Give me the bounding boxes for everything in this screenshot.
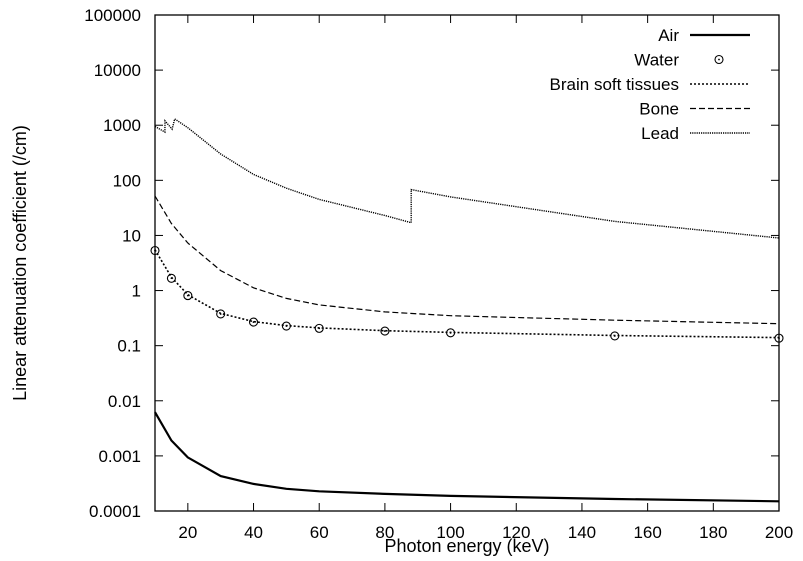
y-tick-label: 100000	[84, 6, 141, 25]
legend-label-water: Water	[634, 51, 679, 70]
x-tick-label: 100	[436, 523, 464, 542]
y-tick-label: 10000	[94, 61, 141, 80]
y-tick-label: 1000	[103, 116, 141, 135]
legend-label-air: Air	[658, 26, 679, 45]
y-tick-label: 1	[132, 282, 141, 301]
water-point-dot	[383, 330, 386, 332]
brain-soft-tissues-line	[154, 249, 780, 339]
x-tick-label: 160	[633, 523, 661, 542]
y-tick-label: 0.0001	[89, 502, 141, 521]
bone-line	[154, 195, 780, 325]
y-tick-label: 0.01	[108, 392, 141, 411]
plot-frame	[154, 14, 780, 512]
y-tick-label: 0.001	[98, 447, 141, 466]
legend: Air Water Brain soft tissues Bone Lead	[550, 26, 750, 143]
x-tick-label: 120	[502, 523, 530, 542]
y-tick-label: 0.1	[117, 337, 141, 356]
axis-ticks: 20 40 60 80 100 120 140 160 180 200 0.0001 0.001 0.0…	[84, 6, 793, 542]
legend-label-bone: Bone	[639, 100, 679, 119]
x-tick-label: 200	[765, 523, 793, 542]
x-tick-label: 20	[178, 523, 197, 542]
legend-swatch-dot	[718, 58, 720, 61]
legend-label-brain-soft-tissues: Brain soft tissues	[550, 75, 679, 94]
legend-label-lead: Lead	[641, 124, 679, 143]
air-line	[154, 411, 780, 503]
x-axis-title: Photon energy (keV)	[384, 536, 549, 556]
x-tick-label: 140	[568, 523, 596, 542]
x-tick-label: 180	[699, 523, 727, 542]
y-tick-label: 100	[113, 171, 141, 190]
x-tick-label: 60	[310, 523, 329, 542]
y-tick-label: 10	[122, 226, 141, 245]
series-layer	[150, 117, 784, 503]
x-tick-label: 40	[244, 523, 263, 542]
y-axis-title: Linear attenuation coefficient (/cm)	[10, 125, 30, 401]
x-tick-label: 80	[375, 523, 394, 542]
lead-line	[154, 117, 780, 239]
